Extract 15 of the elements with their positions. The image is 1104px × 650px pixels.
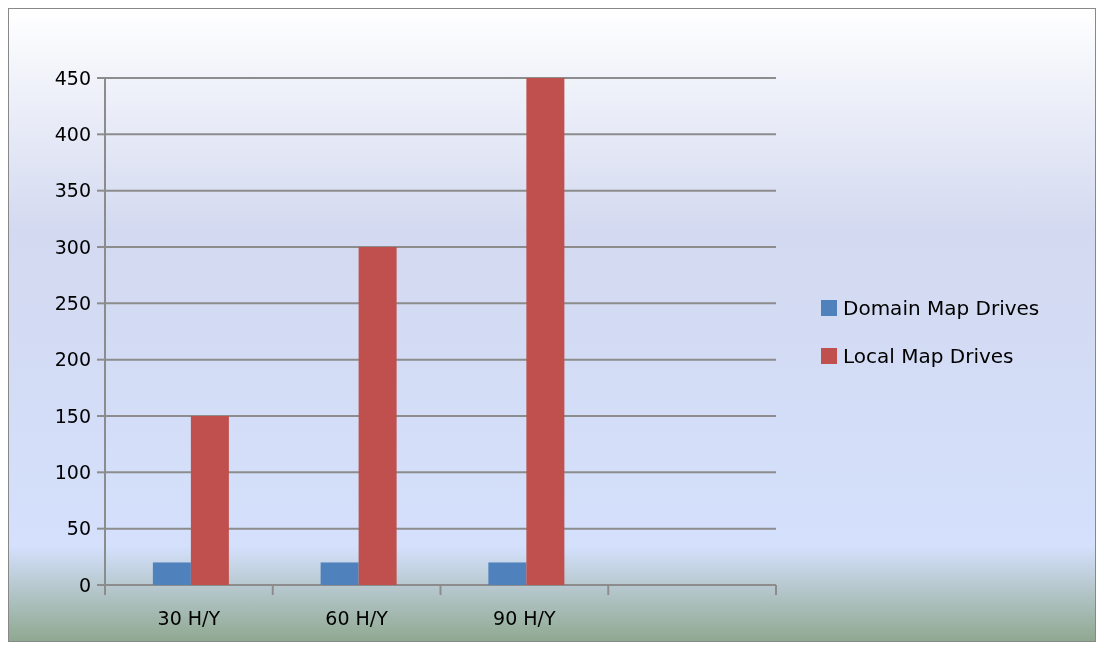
y-tick-label: 450 [54, 66, 91, 89]
y-tick-label: 0 [78, 573, 91, 596]
y-tick-label: 150 [54, 404, 91, 427]
legend-label: Local Map Drives [843, 344, 1014, 368]
y-tick-label: 100 [54, 460, 91, 483]
x-tick-label: 90 H/Y [493, 607, 557, 629]
legend-label: Domain Map Drives [843, 296, 1040, 320]
y-tick-label: 200 [54, 348, 91, 371]
y-tick-label: 350 [54, 179, 91, 202]
y-tick-label: 50 [66, 517, 91, 540]
x-tick-label: 30 H/Y [157, 607, 221, 629]
y-tick-label: 250 [54, 291, 91, 314]
x-tick-label: 60 H/Y [325, 607, 389, 629]
y-tick-label: 400 [54, 122, 91, 145]
y-tick-label: 300 [54, 235, 91, 258]
